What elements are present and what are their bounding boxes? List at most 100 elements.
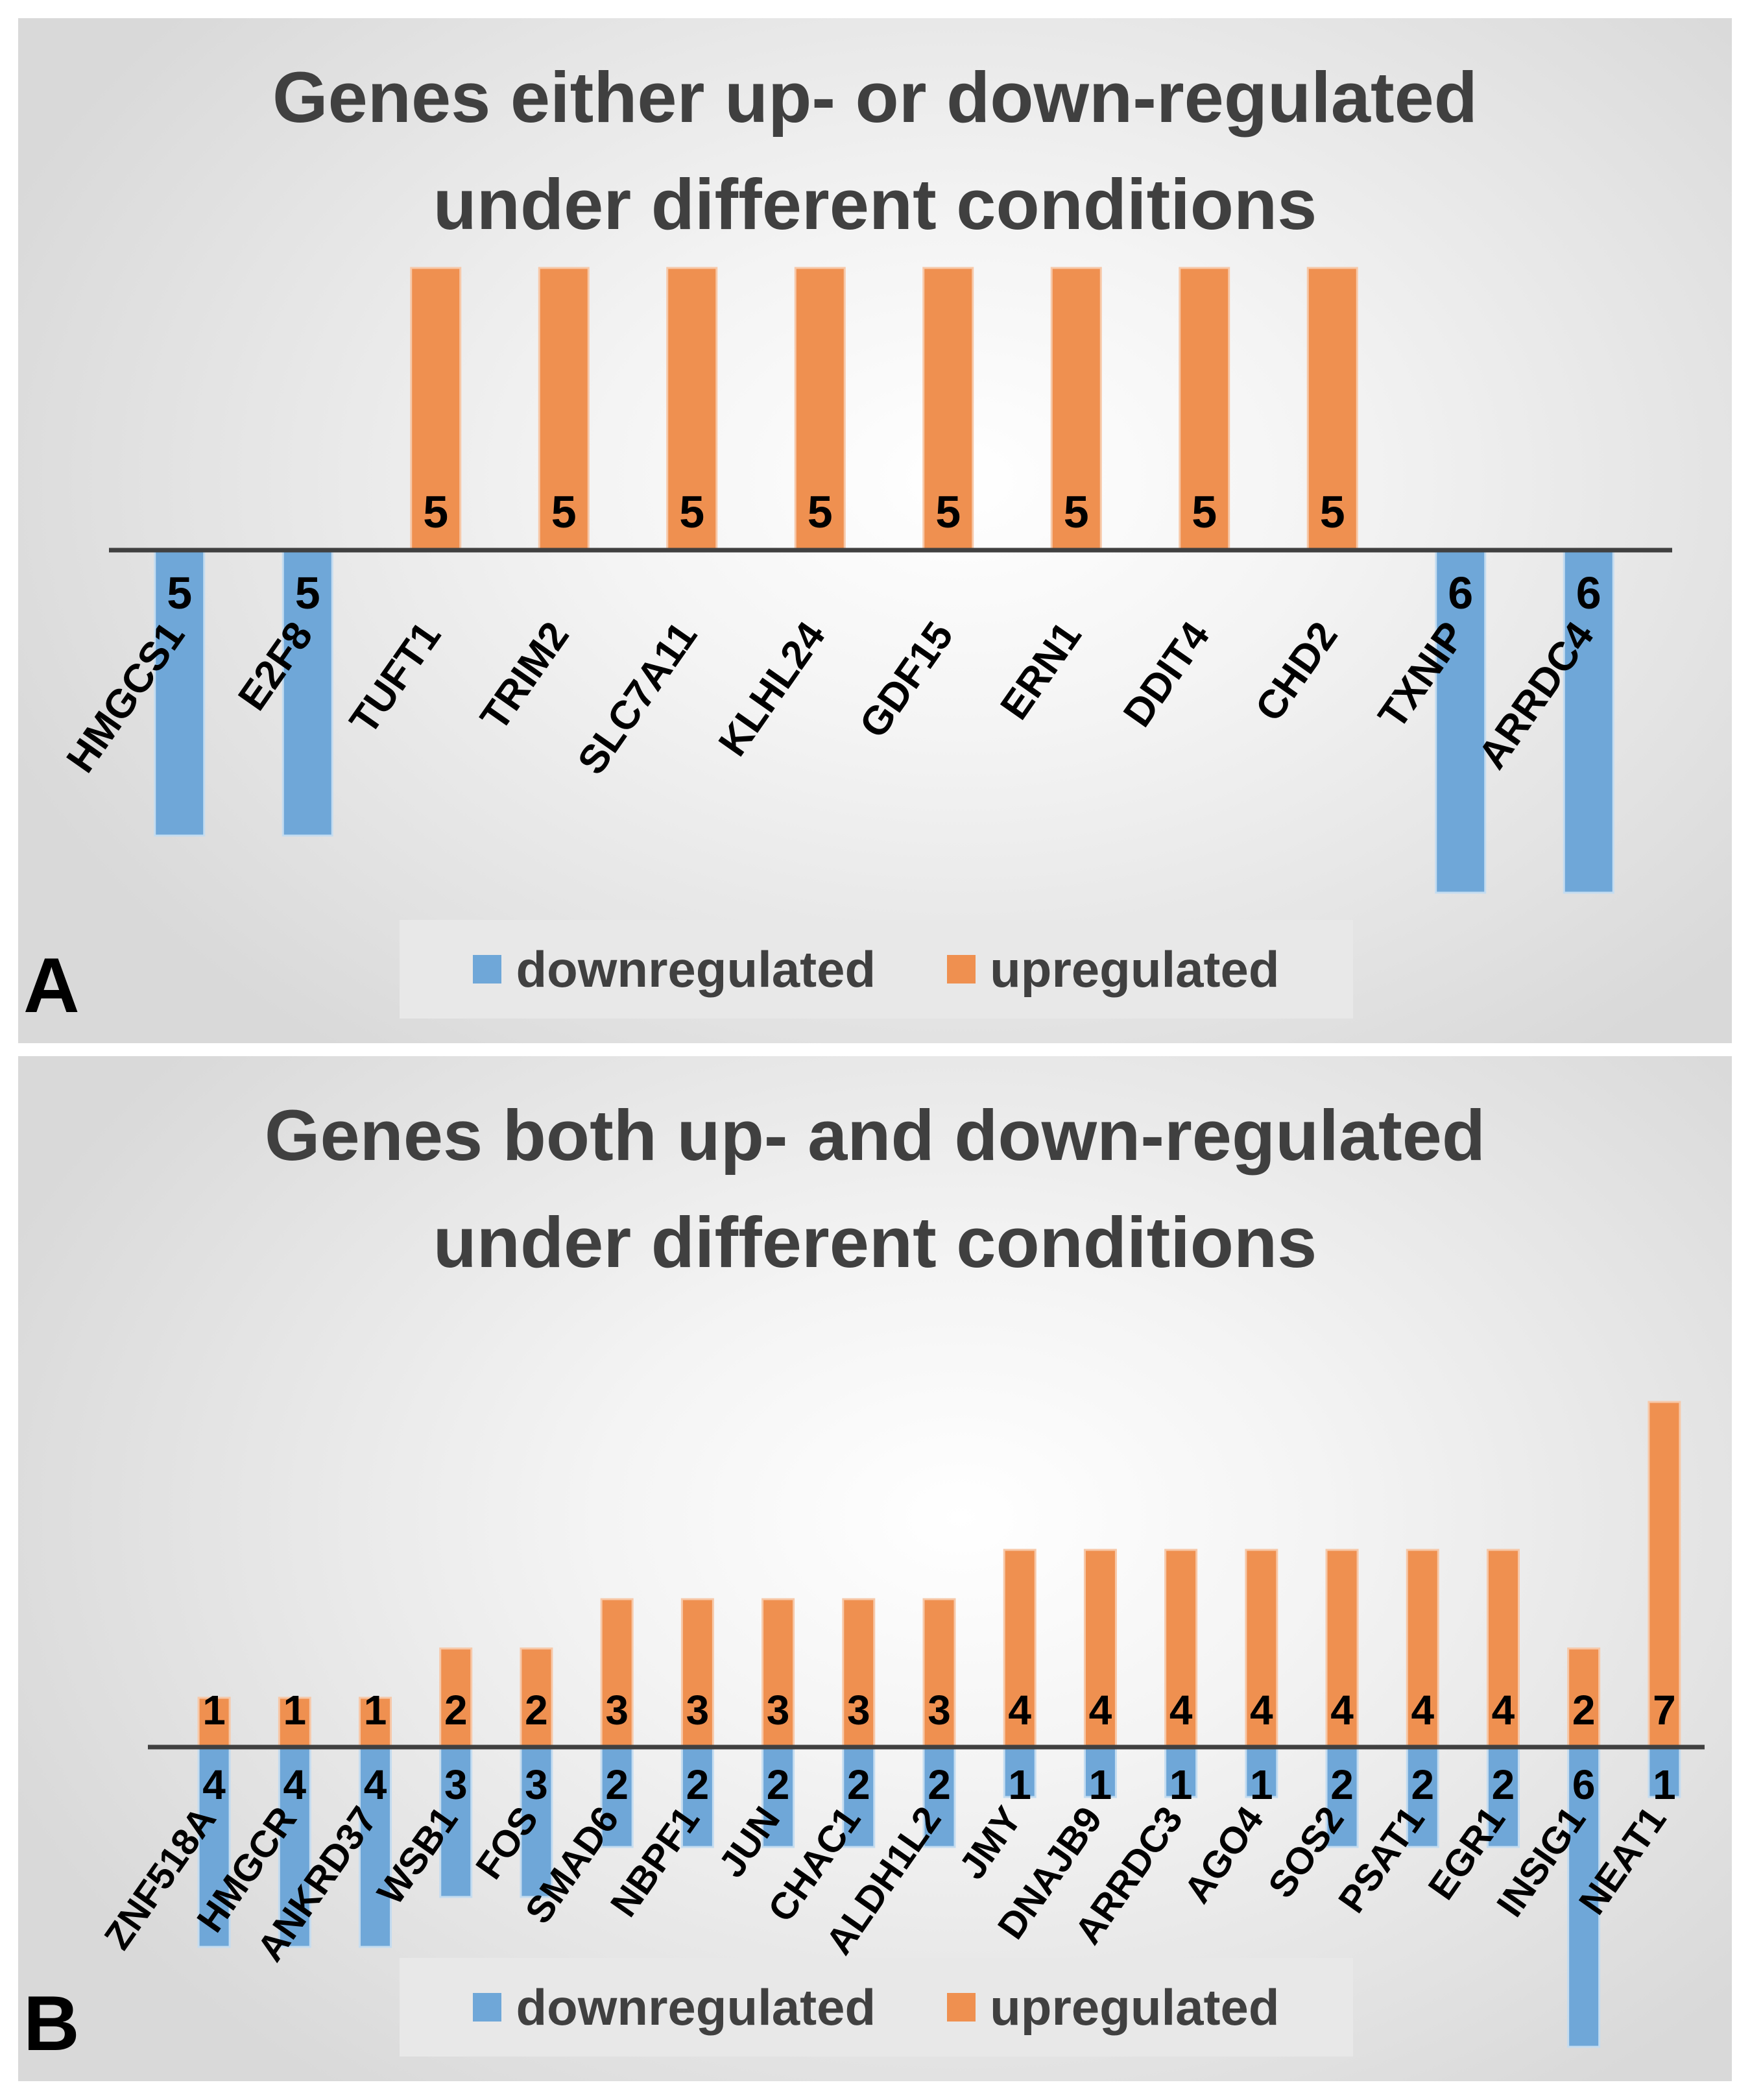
bar-down-hmgcs1	[154, 549, 206, 837]
bar-down-jun	[761, 1746, 795, 1848]
bar-down-txnip	[1435, 549, 1487, 894]
value-label-down-hmgcr: 4	[283, 1761, 307, 1808]
panel-a: Genes either up- or down-regulated under…	[18, 18, 1732, 1043]
category-label-tuft1: TUFT1	[341, 614, 449, 742]
legend-label-upregulated: upregulated	[990, 940, 1280, 998]
value-label-down-hmgcs1: 5	[167, 568, 192, 618]
value-label-down-e2f8: 5	[295, 568, 320, 618]
category-label-klhl24: KLHL24	[710, 614, 834, 764]
bar-up-ddit4	[1179, 267, 1230, 551]
value-label-down-neat1: 1	[1653, 1761, 1676, 1808]
legend-item-downregulated: downregulated	[473, 1978, 876, 2037]
category-label-ddit4: DDIT4	[1115, 614, 1219, 735]
value-label-up-psat1: 4	[1411, 1687, 1434, 1733]
value-label-up-gdf15: 5	[935, 487, 961, 537]
value-label-up-aldh1l2: 3	[928, 1687, 951, 1733]
value-label-up-smad6: 3	[605, 1687, 629, 1733]
bar-down-neat1	[1648, 1746, 1681, 1798]
value-label-up-arrdc3: 4	[1169, 1687, 1193, 1733]
category-label-slc7a11: SLC7A11	[569, 614, 706, 782]
value-label-up-dnajb9: 4	[1089, 1687, 1112, 1733]
value-label-up-hmgcr: 1	[283, 1687, 307, 1733]
bar-up-neat1	[1648, 1401, 1681, 1748]
value-label-up-chac1: 3	[847, 1687, 870, 1733]
value-label-up-wsb1: 2	[444, 1687, 468, 1733]
bar-down-dnajb9	[1083, 1746, 1117, 1798]
panel-b: Genes both up- and down-regulated under …	[18, 1056, 1732, 2081]
bar-down-znf518a	[197, 1746, 231, 1948]
bar-up-gdf15	[922, 267, 974, 551]
bar-chart-b: 14ZNF518A14HMGCR14ANKRD3723WSB123FOS32SM…	[96, 1401, 1705, 2048]
value-label-up-ern1: 5	[1064, 487, 1089, 537]
chart-title-a: Genes either up- or down-regulated under…	[18, 44, 1732, 258]
bar-down-chac1	[842, 1746, 876, 1848]
value-label-up-sos2: 4	[1330, 1687, 1354, 1733]
bar-down-fos	[520, 1746, 553, 1898]
bar-down-nbpf1	[680, 1746, 714, 1848]
legend-label-downregulated: downregulated	[516, 940, 876, 998]
legend-label-upregulated: upregulated	[990, 1978, 1280, 2036]
value-label-up-ankrd37: 1	[364, 1687, 387, 1733]
bar-down-wsb1	[439, 1746, 473, 1898]
category-label-ago4: AGO4	[1176, 1799, 1272, 1911]
legend-label-downregulated: downregulated	[516, 1978, 876, 2036]
value-label-up-slc7a11: 5	[679, 487, 704, 537]
category-label-gdf15: GDF15	[851, 614, 962, 745]
value-label-up-egr1: 4	[1492, 1687, 1515, 1733]
legend-swatch-downregulated	[473, 1993, 502, 2022]
bar-up-chd2	[1306, 267, 1358, 551]
bar-up-psat1	[1406, 1549, 1439, 1748]
value-label-down-egr1: 2	[1492, 1761, 1515, 1808]
value-label-down-jun: 2	[767, 1761, 790, 1808]
legend-b: downregulated upregulated	[400, 1958, 1353, 2057]
legend-swatch-upregulated	[947, 1993, 976, 2022]
bar-up-egr1	[1486, 1549, 1520, 1748]
bar-chart-a: 5HMGCS15E2F85TUFT15TRIM25SLC7A115KLHL245…	[58, 267, 1672, 894]
bar-up-aldh1l2	[922, 1598, 956, 1748]
bar-down-e2f8	[282, 549, 333, 837]
bar-down-psat1	[1406, 1746, 1439, 1848]
value-label-up-ddit4: 5	[1192, 487, 1217, 537]
value-label-down-jmy: 1	[1008, 1761, 1031, 1808]
category-label-ern1: ERN1	[992, 614, 1090, 727]
bar-up-trim2	[538, 267, 590, 551]
legend-item-downregulated: downregulated	[473, 940, 876, 999]
legend-a: downregulated upregulated	[400, 920, 1353, 1019]
value-label-down-chac1: 2	[847, 1761, 870, 1808]
chart-title-b-line1: Genes both up- and down-regulated	[264, 1096, 1486, 1176]
chart-title-a-line1: Genes either up- or down-regulated	[272, 58, 1478, 138]
bar-up-nbpf1	[680, 1598, 714, 1748]
value-label-up-nbpf1: 3	[686, 1687, 710, 1733]
bar-up-ern1	[1050, 267, 1102, 551]
value-label-down-sos2: 2	[1330, 1761, 1354, 1808]
value-label-up-insig1: 2	[1572, 1687, 1596, 1733]
value-label-up-trim2: 5	[551, 487, 577, 537]
bar-down-sos2	[1325, 1746, 1359, 1848]
value-label-up-neat1: 7	[1653, 1687, 1676, 1733]
bar-up-fos	[520, 1647, 553, 1748]
panel-label-b: B	[23, 1980, 80, 2067]
legend-item-upregulated: upregulated	[947, 1978, 1280, 2037]
value-label-down-wsb1: 3	[444, 1761, 468, 1808]
value-label-down-ago4: 1	[1250, 1761, 1273, 1808]
panel-label-a: A	[23, 942, 80, 1029]
bar-down-jmy	[1003, 1746, 1037, 1798]
bar-down-arrdc4	[1563, 549, 1614, 894]
legend-item-upregulated: upregulated	[947, 940, 1280, 999]
value-label-down-arrdc3: 1	[1169, 1761, 1193, 1808]
bar-up-hmgcr	[278, 1696, 311, 1748]
value-label-down-nbpf1: 2	[686, 1761, 710, 1808]
legend-swatch-downregulated	[473, 955, 502, 984]
value-label-up-fos: 2	[525, 1687, 548, 1733]
category-label-chd2: CHD2	[1247, 614, 1346, 729]
value-label-up-ago4: 4	[1250, 1687, 1273, 1733]
bar-up-sos2	[1325, 1549, 1359, 1748]
bar-up-ago4	[1245, 1549, 1278, 1748]
value-label-up-jmy: 4	[1008, 1687, 1031, 1733]
value-label-up-jun: 3	[767, 1687, 790, 1733]
bar-down-hmgcr	[278, 1746, 311, 1948]
bar-up-jmy	[1003, 1549, 1037, 1748]
value-label-down-smad6: 2	[605, 1761, 629, 1808]
value-label-down-ankrd37: 4	[364, 1761, 387, 1808]
bar-up-jun	[761, 1598, 795, 1748]
